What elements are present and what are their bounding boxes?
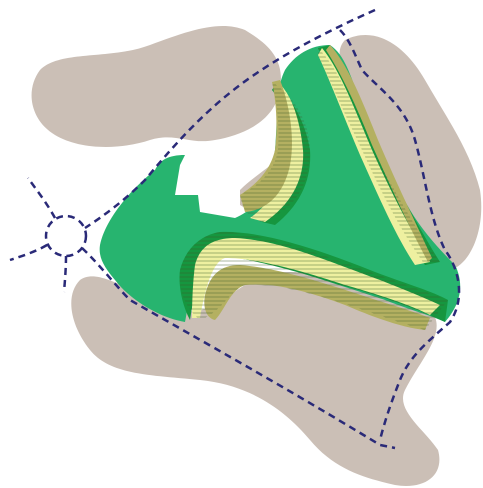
hatching [179,48,448,330]
land [31,25,281,147]
land [339,34,482,271]
boundary [9,8,461,450]
land [71,271,440,486]
olive-band [326,45,432,262]
